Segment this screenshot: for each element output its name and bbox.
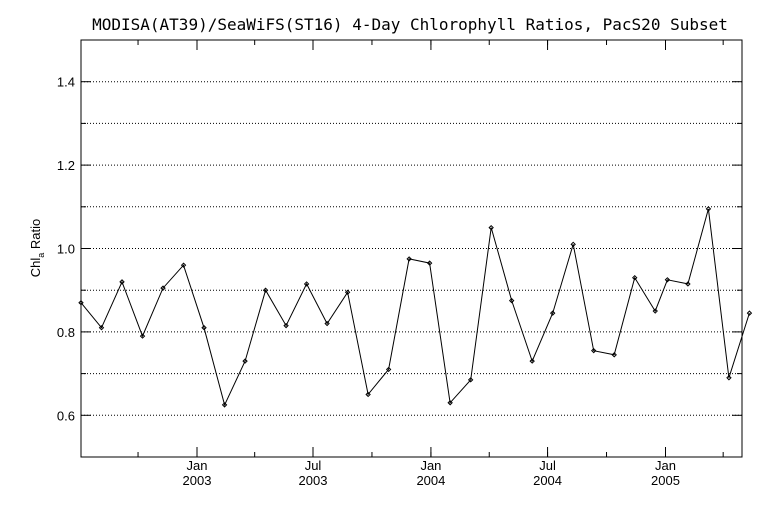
data-point [365,391,371,398]
data-point [685,281,691,287]
x-tick-year: 2005 [651,473,680,488]
x-tick-month: Jan [655,458,676,473]
data-point [385,366,392,373]
data-point [746,310,753,316]
data-point [726,375,732,381]
data-point [447,400,453,406]
x-tick-year: 2004 [416,473,445,488]
x-tick-year: 2004 [533,473,562,488]
data-point [221,402,228,408]
data-point [242,358,248,364]
data-point [303,281,310,287]
x-tick-month: Jan [187,458,208,473]
x-tick-month: Jan [420,458,441,473]
x-tick-year: 2003 [299,473,328,488]
chart-title: MODISA(AT39)/SeaWiFS(ST16) 4-Day Chlorop… [92,15,728,34]
y-tick-label: 1.0 [57,242,75,257]
series-line [80,208,750,407]
y-label-main: Chl [28,258,43,278]
data-point [98,325,105,331]
data-point [632,274,638,281]
data-point [344,289,351,295]
data-point [549,310,556,316]
y-label-sub: a [36,253,46,258]
x-tick-year: 2003 [183,473,212,488]
data-point [324,320,330,327]
data-point [283,322,289,329]
y-tick-label: 0.8 [57,325,75,340]
data-point [664,277,671,283]
data-point [78,300,84,306]
data-points [78,206,753,408]
plot-frame [80,39,743,458]
y-tick-label: 0.6 [57,408,75,423]
x-tick-month: Jul [539,458,556,473]
data-point [652,308,658,314]
data-point [611,352,617,358]
y-axis-label: Chla Ratio [28,219,46,278]
data-point [488,224,494,231]
data-point [705,206,712,212]
data-point [262,287,269,293]
data-point [180,262,187,268]
data-point [160,285,166,291]
y-tick-label: 1.4 [57,75,75,90]
y-label-rest: Ratio [28,219,43,253]
gridlines [81,81,742,416]
data-point [467,377,474,383]
y-axis: 0.6 0.8 1.0 1.2 1.4 [57,75,75,424]
data-point [406,256,412,262]
data-point [590,347,597,354]
data-point [119,279,125,285]
data-point [139,333,146,339]
data-point [426,260,433,266]
y-tick-label: 1.2 [57,158,75,173]
data-point [529,358,535,364]
data-point [508,297,515,304]
x-tick-month: Jul [305,458,322,473]
data-point [201,325,207,331]
data-point [570,241,576,248]
